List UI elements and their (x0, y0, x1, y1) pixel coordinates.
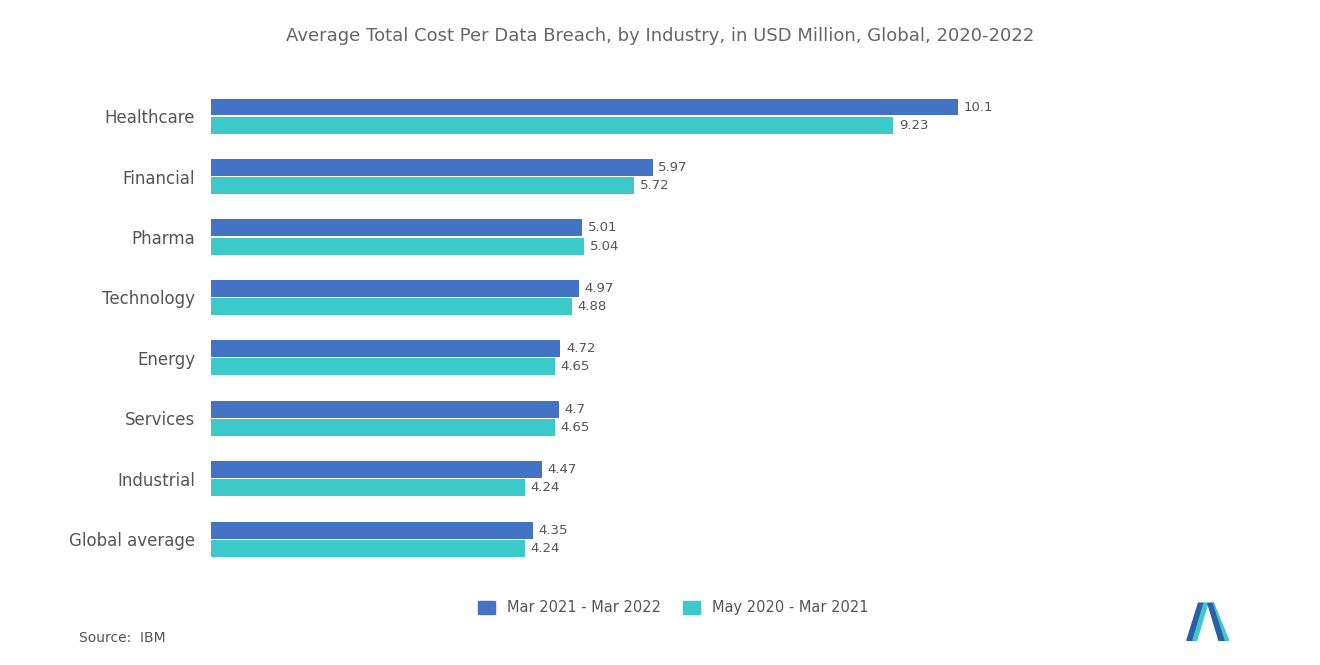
Bar (211, 479, 524, 496)
Text: Average Total Cost Per Data Breach, by Industry, in USD Million, Global, 2020-20: Average Total Cost Per Data Breach, by I… (286, 27, 1034, 45)
Bar (211, 237, 583, 255)
Bar (211, 358, 554, 376)
Bar (211, 462, 541, 478)
Text: Source:  IBM: Source: IBM (79, 631, 166, 645)
Text: 4.65: 4.65 (561, 360, 590, 374)
Bar (211, 219, 582, 236)
Text: 4.72: 4.72 (566, 342, 595, 355)
Bar (211, 98, 958, 116)
Text: 4.65: 4.65 (561, 421, 590, 434)
Text: 4.88: 4.88 (578, 300, 607, 313)
Text: 4.47: 4.47 (548, 464, 577, 476)
Bar (211, 401, 558, 418)
Bar (211, 540, 524, 557)
Bar (211, 116, 894, 134)
Text: 4.35: 4.35 (539, 523, 568, 537)
Bar (211, 522, 533, 539)
Text: 10.1: 10.1 (964, 100, 993, 114)
Bar (211, 177, 634, 194)
Text: 4.24: 4.24 (531, 542, 560, 555)
Bar (211, 280, 578, 297)
Text: 5.72: 5.72 (640, 179, 669, 192)
Text: 4.7: 4.7 (565, 403, 586, 416)
Bar (211, 340, 560, 357)
Bar (211, 419, 554, 436)
Polygon shape (1213, 603, 1229, 640)
Text: 5.04: 5.04 (590, 239, 619, 253)
Text: 4.97: 4.97 (585, 282, 614, 295)
Polygon shape (1193, 603, 1208, 640)
Bar (211, 298, 572, 315)
Bar (211, 159, 652, 176)
Text: 4.24: 4.24 (531, 481, 560, 494)
Polygon shape (1208, 603, 1225, 640)
Text: 5.97: 5.97 (659, 161, 688, 174)
Legend: Mar 2021 - Mar 2022, May 2020 - Mar 2021: Mar 2021 - Mar 2022, May 2020 - Mar 2021 (473, 595, 874, 621)
Text: 9.23: 9.23 (899, 118, 929, 132)
Text: 5.01: 5.01 (587, 221, 616, 235)
Polygon shape (1187, 603, 1204, 640)
